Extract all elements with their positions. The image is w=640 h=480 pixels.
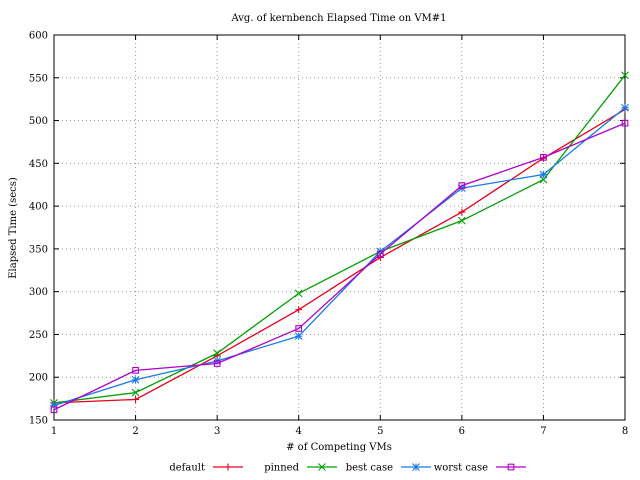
data-point-plus-marker [132,395,140,403]
series-worst-case [50,119,629,414]
legend-item: pinned [264,463,337,474]
series-line [53,108,626,404]
data-point-asterisk-marker [412,463,420,471]
y-tick-label: 350 [29,244,48,255]
data-point-plus-marker [224,463,232,471]
x-tick-label: 4 [296,426,302,437]
data-point-cross-marker [457,216,466,225]
x-tick-label: 1 [51,426,57,437]
data-point-asterisk-marker [294,332,303,341]
data-point-square-marker [458,182,466,189]
grid-lines [54,35,625,420]
legend-label: default [169,463,205,474]
data-point-plus-marker [376,253,384,261]
series-default [50,105,629,407]
legend-label: worst case [434,463,488,474]
x-tick-label: 5 [377,426,383,437]
legend-label: pinned [264,463,299,474]
data-point-cross-marker [213,349,222,358]
y-tick-label: 600 [29,31,48,42]
y-tick-label: 550 [29,73,48,84]
data-point-square-marker [213,360,221,367]
x-tick-label: 2 [132,426,138,437]
data-point-plus-marker [458,208,466,216]
y-tick-label: 300 [29,287,48,298]
y-tick-label: 150 [29,416,48,427]
x-tick-label: 8 [622,426,628,437]
legend-item: worst case [434,463,526,474]
data-point-square-marker [50,406,58,414]
series-pinned [50,71,629,407]
data-point-asterisk-marker [50,401,58,410]
data-point-asterisk-marker [131,375,140,384]
data-point-asterisk-marker [539,170,548,179]
data-point-square-marker [507,463,515,471]
data-point-plus-marker [295,306,303,314]
chart-title: Avg. of kernbench Elapsed Time on VM#1 [230,13,446,24]
data-point-square-marker [376,250,384,258]
legend-label: best case [346,463,393,474]
data-point-asterisk-marker [621,103,629,112]
x-axis-label: # of Competing VMs [286,442,392,453]
data-point-square-marker [621,119,629,127]
x-tick-label: 6 [459,426,465,437]
x-tick-label: 7 [540,426,546,437]
legend-item: best case [346,463,431,474]
data-point-cross-marker [621,71,629,80]
data-point-square-marker [540,153,547,161]
data-point-square-marker [295,325,303,332]
series-line [53,107,626,407]
y-tick-label: 250 [29,330,48,341]
data-point-cross-marker [131,388,140,397]
data-point-square-marker [132,367,139,374]
series-layer [50,71,629,414]
data-point-cross-marker [294,289,303,298]
axis-ticks: 150 200 250 300 350 400 450 500 550 600 1 2 3 4 5 6 7 8 [29,31,628,438]
legend: default pinned best case worst case [169,463,526,474]
y-tick-label: 400 [29,202,48,213]
legend-item: default [169,463,243,474]
data-point-cross-marker [318,463,326,471]
y-tick-label: 500 [29,116,48,127]
y-axis-label: Elapsed Time (secs) [8,177,19,279]
series-best-case [50,103,629,410]
series-line [53,74,626,404]
x-tick-label: 3 [214,426,220,437]
series-line [53,122,626,411]
y-tick-label: 200 [29,373,48,384]
y-tick-label: 450 [29,159,48,170]
plot-frame [53,34,626,421]
